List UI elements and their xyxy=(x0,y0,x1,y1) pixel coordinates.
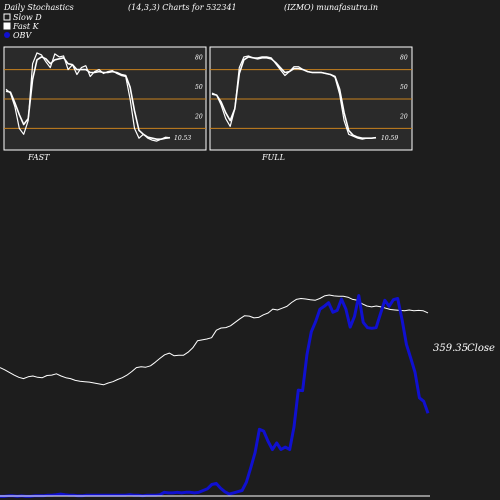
full-tick-80: 80 xyxy=(400,55,408,62)
legend-obv: OBV xyxy=(13,31,32,40)
chart-site: (IZMO) munafasutra.in xyxy=(284,3,378,12)
fast-last-value: 10.53 xyxy=(174,135,191,142)
legend-swatch-slow-d xyxy=(3,13,11,21)
fast-tick-80: 80 xyxy=(195,55,203,62)
fast-slow-d-line xyxy=(5,56,171,140)
legend: Slow D Fast K OBV xyxy=(3,13,42,40)
full-last-value: 10.59 xyxy=(381,135,398,142)
fast-panel: 80 50 20 10.53 FAST xyxy=(3,46,207,162)
legend-fast-k: Fast K xyxy=(12,22,40,31)
legend-slow-d: Slow D xyxy=(13,13,42,22)
price-panel: 359.35 Close xyxy=(0,294,495,498)
legend-swatch-fast-k xyxy=(3,22,11,30)
chart-params: (14,3,3) Charts for 532341 xyxy=(128,3,237,12)
fast-tick-50: 50 xyxy=(195,84,203,91)
obv-line xyxy=(0,294,430,498)
legend-swatch-obv xyxy=(4,32,10,38)
full-tick-20: 20 xyxy=(399,113,408,120)
full-tick-50: 50 xyxy=(400,84,408,91)
fast-panel-label: FAST xyxy=(27,153,50,162)
full-fast-k-line xyxy=(211,55,377,140)
close-price-line xyxy=(0,294,429,386)
close-value-label: 359.35 xyxy=(433,343,468,354)
chart-title: Daily Stochastics xyxy=(3,3,74,12)
fast-tick-20: 20 xyxy=(194,113,203,120)
close-word-label: Close xyxy=(467,343,495,354)
full-slow-d-line xyxy=(211,56,377,139)
full-panel-label: FULL xyxy=(261,153,285,162)
full-panel: 80 50 20 10.59 FULL xyxy=(209,46,413,162)
